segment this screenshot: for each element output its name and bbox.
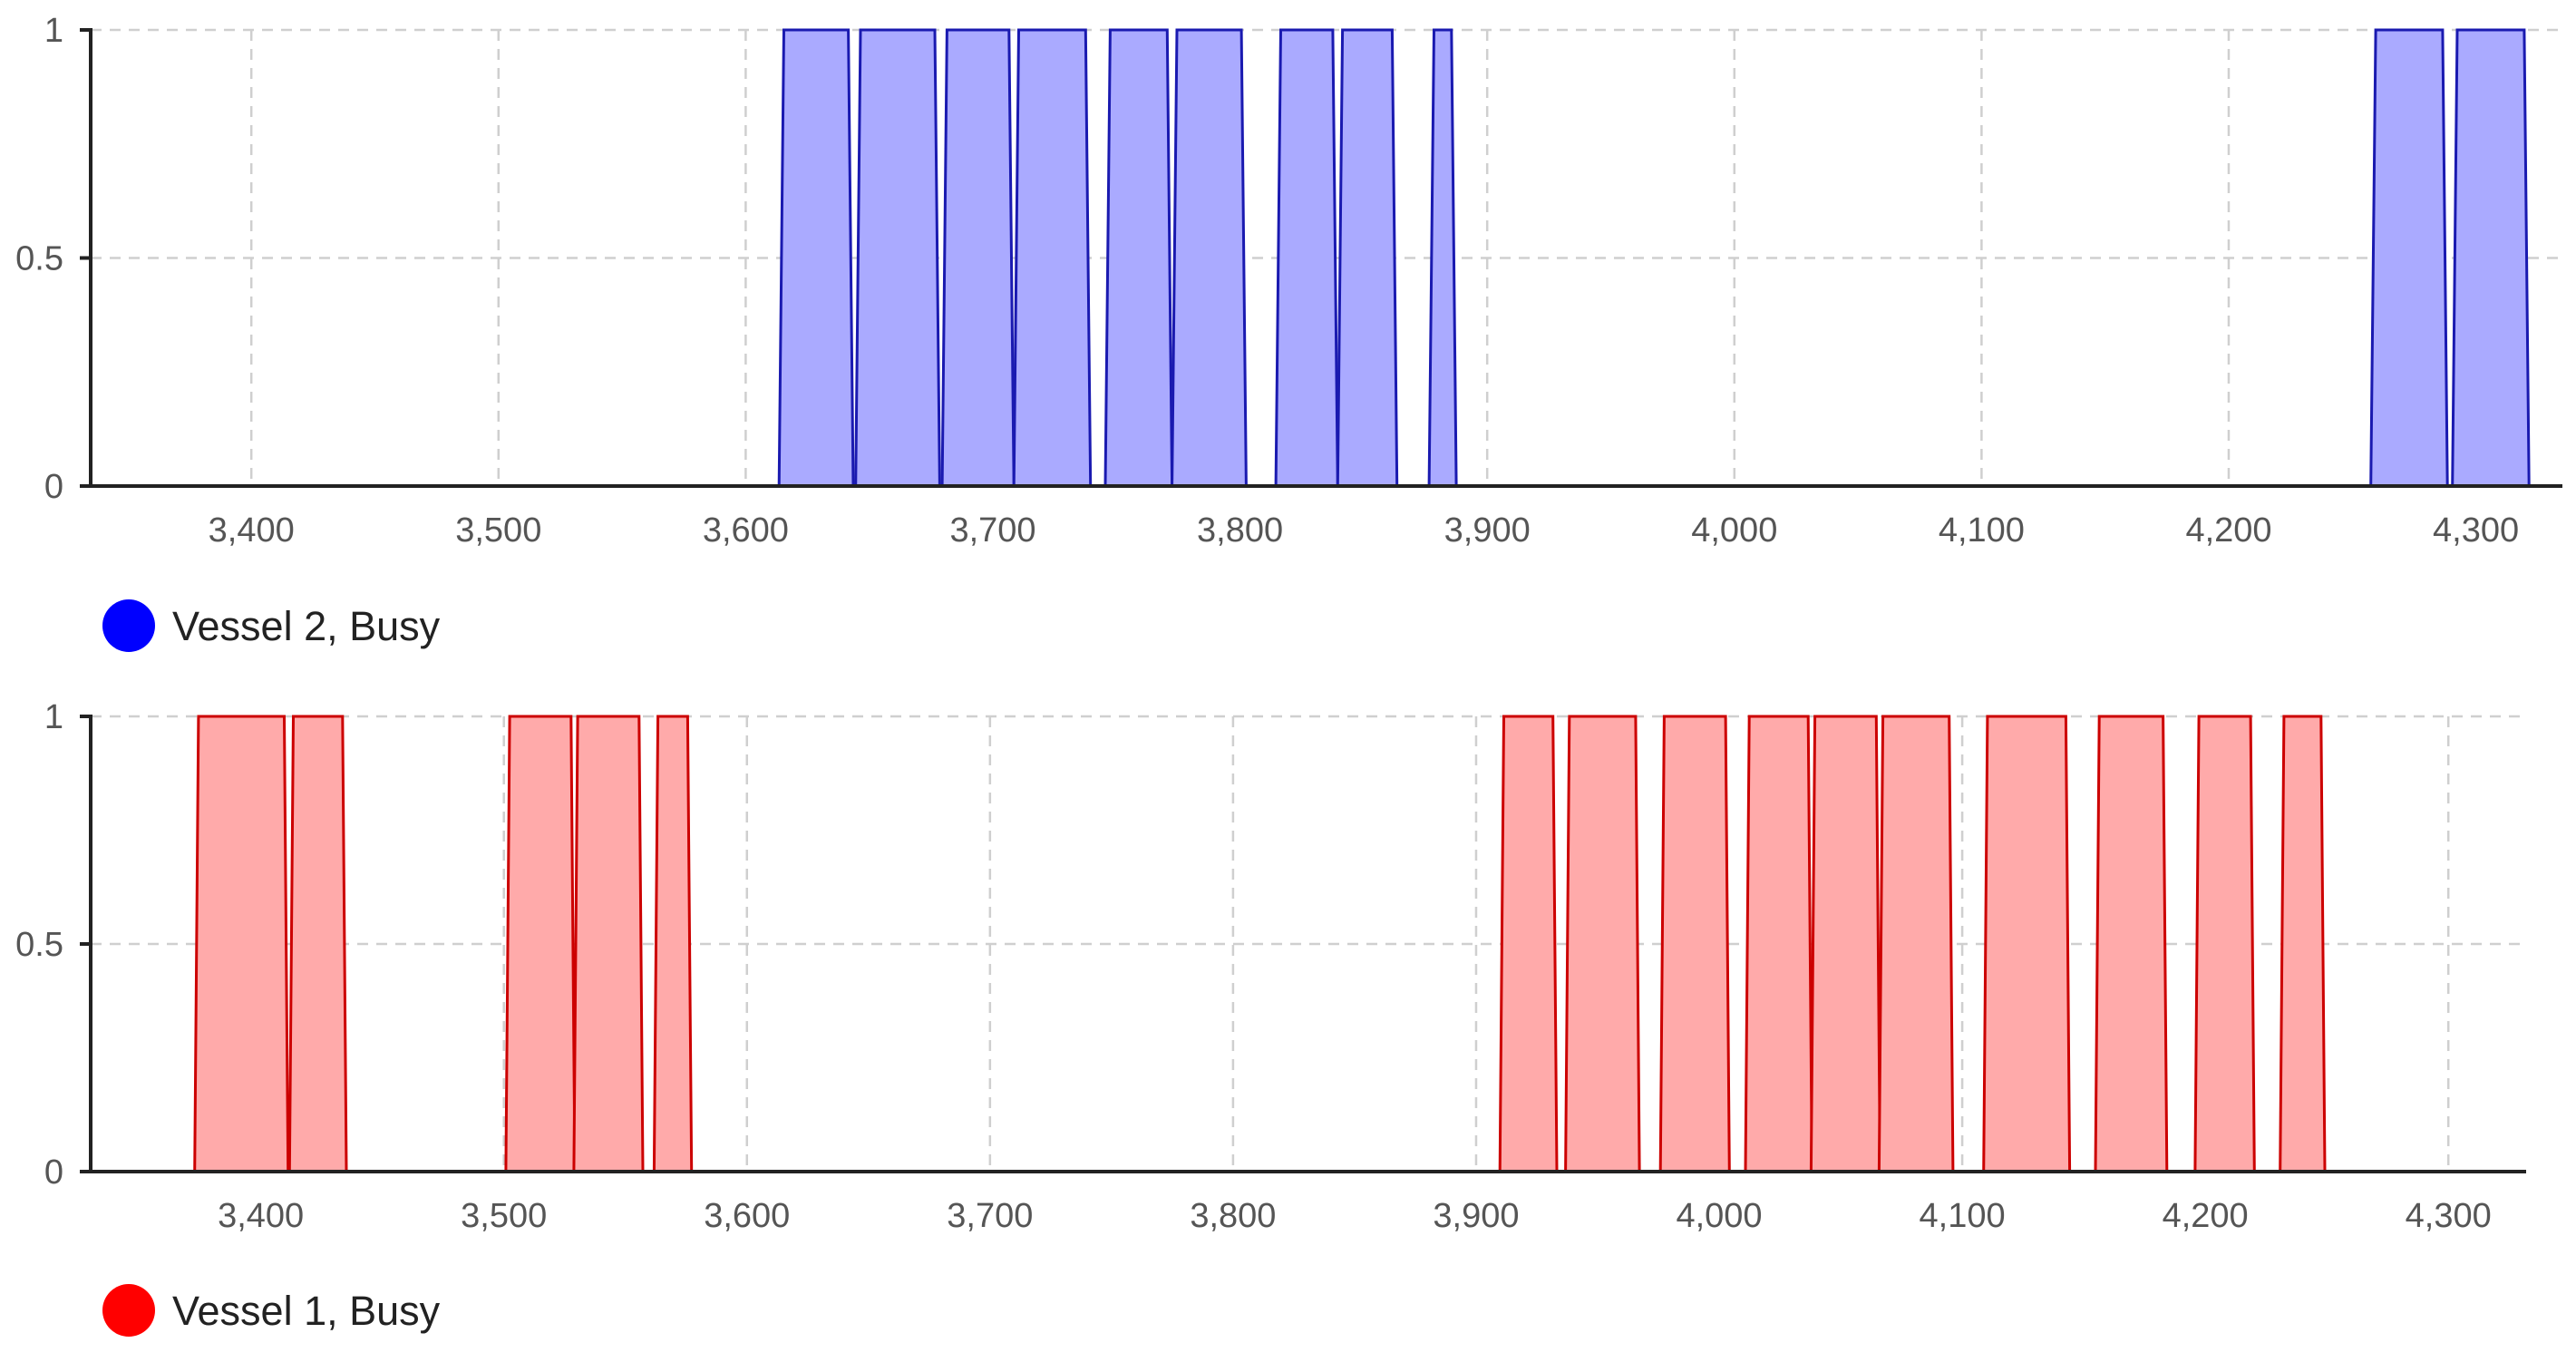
busy-interval-area: [1427, 28, 1458, 488]
busy-interval-area: [2094, 715, 2169, 1173]
legend-label[interactable]: Vessel 2, Busy: [172, 603, 441, 649]
x-tick-label: 4,200: [2163, 1197, 2249, 1235]
busy-interval-area: [777, 28, 855, 488]
busy-interval-area: [504, 715, 577, 1173]
x-tick-label: 3,500: [455, 511, 541, 550]
busy-interval-area: [1809, 715, 1882, 1173]
x-tick-label: 3,600: [704, 1197, 790, 1235]
busy-interval-area: [1658, 715, 1731, 1173]
x-tick-label: 3,900: [1444, 511, 1531, 550]
x-tick-label: 4,000: [1676, 1197, 1762, 1235]
x-tick-label: 3,700: [949, 511, 1035, 550]
y-tick-label: 1: [44, 12, 63, 50]
y-tick-label: 0: [44, 468, 63, 506]
busy-interval-area: [1336, 28, 1399, 488]
busy-interval-area: [652, 715, 694, 1173]
busy-interval-area: [1103, 28, 1174, 488]
x-tick-label: 4,100: [1920, 1197, 2006, 1235]
x-tick-label: 3,500: [461, 1197, 547, 1235]
legend-label[interactable]: Vessel 1, Busy: [172, 1288, 441, 1334]
x-tick-label: 3,700: [947, 1197, 1033, 1235]
busy-interval-area: [193, 715, 290, 1173]
x-tick-label: 3,600: [703, 511, 789, 550]
busy-interval-area: [2193, 715, 2256, 1173]
y-tick-label: 0: [44, 1153, 63, 1192]
busy-interval-area: [287, 715, 348, 1173]
x-tick-label: 3,800: [1197, 511, 1283, 550]
x-tick-label: 4,200: [2185, 511, 2271, 550]
x-tick-label: 3,800: [1190, 1197, 1276, 1235]
busy-interval-area: [1877, 715, 1955, 1173]
busy-interval-area: [1564, 715, 1641, 1173]
y-tick-label: 1: [44, 698, 63, 736]
x-tick-label: 3,900: [1433, 1197, 1519, 1235]
legend-marker[interactable]: [102, 599, 155, 652]
x-tick-label: 3,400: [218, 1197, 304, 1235]
y-tick-label: 0.5: [15, 240, 63, 278]
busy-interval-area: [2451, 28, 2531, 488]
busy-interval-area: [2369, 28, 2449, 488]
y-tick-label: 0.5: [15, 926, 63, 964]
busy-interval-area: [1012, 28, 1093, 488]
legend-marker[interactable]: [102, 1284, 155, 1337]
busy-interval-area: [2279, 715, 2327, 1173]
chart-panel-vessel-2: 3,400 3,500 3,600 3,700 3,800 3,900 4,000 4,100…: [15, 12, 2562, 652]
x-tick-label: 4,000: [1691, 511, 1777, 550]
x-tick-label: 4,100: [1939, 511, 2025, 550]
x-tick-label: 4,300: [2433, 511, 2519, 550]
busy-interval-area: [1171, 28, 1248, 488]
busy-interval-area: [572, 715, 645, 1173]
busy-interval-area: [1498, 715, 1559, 1173]
busy-interval-area: [854, 28, 941, 488]
busy-interval-area: [940, 28, 1016, 488]
x-tick-label: 3,400: [209, 511, 295, 550]
busy-interval-area: [1982, 715, 2072, 1173]
x-tick-label: 4,300: [2406, 1197, 2492, 1235]
chart-panel-vessel-1: 3,400 3,500 3,600 3,700 3,800 3,900 4,000 4,100…: [15, 698, 2526, 1337]
busy-interval-area: [1744, 715, 1813, 1173]
busy-interval-area: [1274, 28, 1339, 488]
